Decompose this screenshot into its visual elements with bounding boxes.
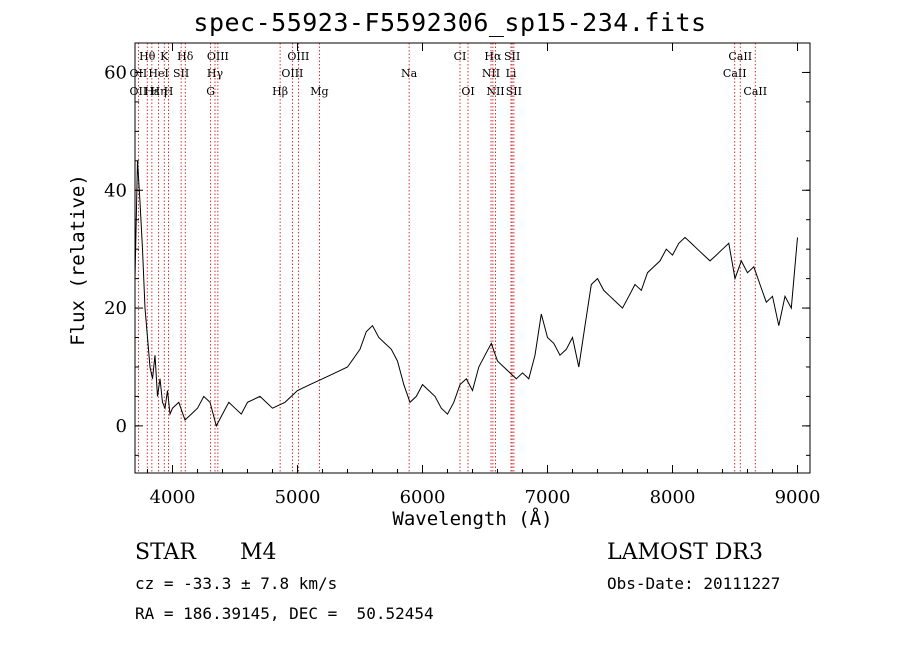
line-label-middle: SII	[173, 67, 189, 80]
x-axis-label: Wavelength (Å)	[392, 508, 553, 530]
line-label-bottom: SII	[506, 85, 522, 98]
line-label-bottom: Hη	[151, 85, 167, 98]
y-tick-label: 20	[104, 298, 127, 319]
y-tick-label: 40	[104, 180, 127, 201]
x-axis-ticks: 4000 5000 6000 7000 8000 9000	[147, 43, 821, 508]
spectrum-line	[134, 160, 798, 428]
x-tick-label: 6000	[400, 487, 446, 508]
x-tick-label: 4000	[150, 487, 196, 508]
obs-date-text: Obs-Date: 20111227	[607, 574, 781, 593]
line-label-top: CaII	[728, 50, 752, 63]
line-label-bottom: OI	[461, 85, 474, 98]
line-label-top: CI	[454, 50, 467, 63]
line-label-bottom: H	[164, 85, 174, 98]
line-label-bottom: Mg	[310, 85, 328, 98]
x-tick-label: 7000	[525, 487, 571, 508]
y-tick-label: 60	[104, 62, 127, 83]
line-label-top: OIII	[207, 50, 229, 63]
line-label-middle: HeI	[148, 67, 168, 80]
line-label-bottom: Hβ	[272, 85, 288, 98]
line-label-middle: NII	[482, 67, 500, 80]
line-label-middle: Hγ	[207, 67, 224, 80]
x-tick-label: 5000	[275, 487, 321, 508]
x-tick-label: 9000	[775, 487, 821, 508]
line-label-top: OIII	[287, 50, 309, 63]
line-label-middle: OIII	[281, 67, 303, 80]
line-label-top: SII	[504, 50, 520, 63]
y-axis-ticks: 0 20 40 60	[104, 42, 810, 456]
line-label-bottom: OII	[130, 85, 148, 98]
line-label-top: K	[160, 50, 169, 63]
chart-title: spec-55923-F5592306_sp15-234.fits	[193, 8, 707, 37]
line-label-middle: CaII	[723, 67, 747, 80]
line-label-middle: Li	[506, 67, 517, 80]
x-tick-label: 8000	[650, 487, 696, 508]
line-label-bottom: G	[206, 85, 215, 98]
coords-text: RA = 186.39145, DEC = 50.52454	[135, 604, 434, 623]
class-label: STAR	[135, 540, 196, 565]
line-label-top: Hθ	[139, 50, 156, 63]
line-label-middle: OII	[130, 67, 148, 80]
y-tick-label: 0	[116, 416, 127, 437]
survey-label: LAMOST DR3	[607, 540, 763, 565]
line-label-bottom: Hε	[144, 85, 160, 98]
subclass-label: M4	[240, 540, 277, 565]
plot-frame	[134, 42, 811, 474]
line-label-middle: Na	[401, 67, 418, 80]
line-label-top: Hδ	[177, 50, 194, 63]
line-markers	[137, 43, 756, 473]
cz-text: cz = -33.3 ± 7.8 km/s	[135, 574, 338, 593]
line-label-top: Hα	[484, 50, 502, 63]
line-label-bottom: CaII	[743, 85, 767, 98]
line-label-bottom: NII	[486, 85, 504, 98]
y-axis-label: Flux (relative)	[67, 174, 89, 346]
